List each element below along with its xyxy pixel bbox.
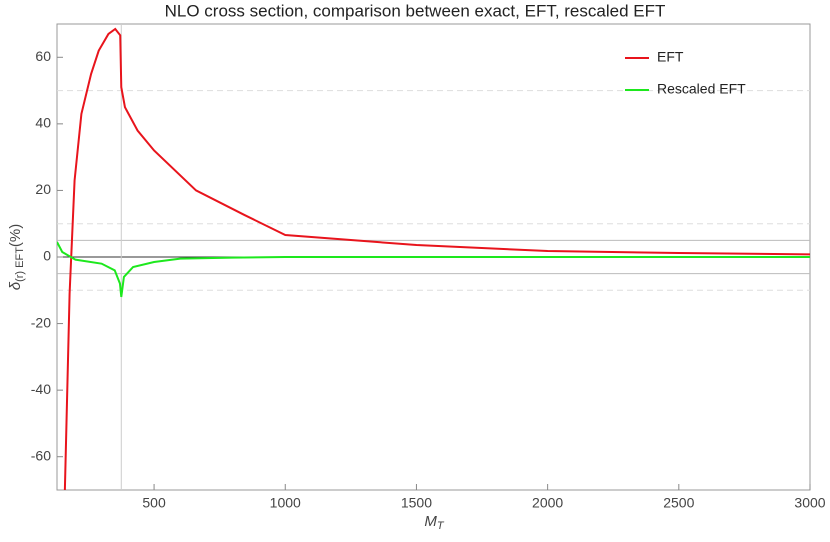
x-label-sub: T <box>437 520 445 532</box>
y-tick-label: -60 <box>31 447 51 463</box>
x-label-main: M <box>424 513 437 530</box>
x-tick-label: 3000 <box>794 495 825 511</box>
y-tick-label: 60 <box>35 48 51 64</box>
y-tick-label: -20 <box>31 314 51 330</box>
x-axis-label: MT <box>424 513 445 532</box>
series-line <box>63 27 810 490</box>
x-tick-label: 500 <box>142 495 166 511</box>
y-tick-label: 0 <box>43 248 51 264</box>
y-axis-label: δ(r) EFT(%) <box>7 224 26 291</box>
y-tick-label: -40 <box>31 381 51 397</box>
x-tick-label: 2000 <box>532 495 563 511</box>
y-tick-label: 20 <box>35 181 51 197</box>
chart-title: NLO cross section, comparison between ex… <box>165 1 666 20</box>
y-label-main: δ <box>7 281 24 290</box>
series-line <box>57 241 810 298</box>
y-label-sub: (r) EFT <box>14 247 26 282</box>
x-tick-label: 1000 <box>270 495 301 511</box>
y-tick-label: 40 <box>35 115 51 131</box>
legend-label: EFT <box>657 49 684 65</box>
legend-label: Rescaled EFT <box>657 81 746 97</box>
x-tick-label: 2500 <box>663 495 694 511</box>
y-label-tail: (%) <box>7 224 24 247</box>
x-tick-label: 1500 <box>401 495 432 511</box>
